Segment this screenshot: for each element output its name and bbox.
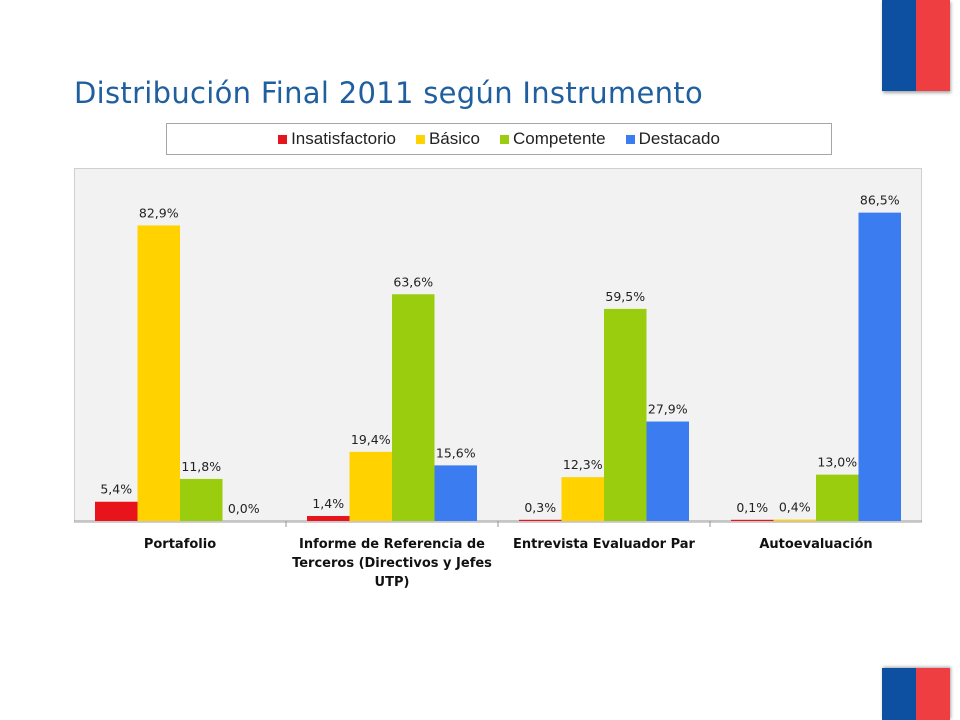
legend-label: Competente [513, 129, 606, 148]
data-label: 12,3% [563, 457, 603, 472]
legend-swatch [500, 134, 509, 144]
bar-competente [816, 474, 859, 521]
data-label: 13,0% [817, 455, 857, 470]
bar-insatisfactorio [519, 519, 562, 521]
bar-competente [180, 478, 223, 521]
x-tick-label-line: Autoevaluación [759, 537, 872, 552]
data-label: 63,6% [393, 274, 433, 289]
bar-destacado [434, 465, 477, 521]
bar-bsico [349, 451, 392, 521]
bar-competente [604, 308, 647, 521]
x-tick-label-line: Portafolio [144, 537, 216, 552]
legend-label: Destacado [638, 129, 720, 148]
x-tick-label: Informe de Referencia de Terceros (Direct… [292, 537, 492, 590]
legend-swatch [278, 134, 288, 144]
plot-area [74, 168, 922, 523]
legend-label: Insatisfactorio [291, 129, 396, 148]
x-tick-label: Autoevaluación [759, 537, 872, 552]
data-label: 59,5% [605, 289, 645, 304]
legend-swatch [625, 134, 635, 144]
data-label: 1,4% [312, 496, 344, 511]
bar-bsico [561, 477, 604, 521]
data-label: 0,4% [779, 500, 811, 515]
data-label: 27,9% [648, 402, 688, 417]
legend-item-insatisfactorio: Insatisfactorio [278, 129, 396, 149]
x-tick-label-line: UTP) [375, 575, 410, 590]
bar-insatisfactorio [95, 501, 138, 521]
data-label: 19,4% [351, 432, 391, 447]
data-label: 0,0% [228, 501, 260, 516]
bar-destacado [646, 421, 689, 521]
data-label: 86,5% [860, 193, 900, 208]
x-tick-label: Portafolio [144, 537, 216, 552]
bar-insatisfactorio [731, 519, 774, 521]
data-label: 5,4% [100, 482, 132, 497]
flag-decoration-bottom [882, 668, 950, 720]
bar-destacado [858, 212, 901, 521]
bar-competente [392, 294, 435, 521]
data-label: 0,1% [736, 500, 768, 515]
bar-bsico [773, 519, 816, 521]
x-tick-label-line: Terceros (Directivos y Jefes [292, 556, 492, 571]
flag-blue-stripe [882, 668, 916, 720]
bar-insatisfactorio [307, 516, 350, 521]
x-tick-label-line: Informe de Referencia de [299, 537, 485, 552]
x-tick-label-line: Entrevista Evaluador Par [513, 537, 695, 552]
flag-decoration-top [882, 0, 950, 91]
legend-swatch [415, 134, 425, 144]
data-label: 82,9% [139, 205, 179, 220]
flag-red-stripe [916, 668, 950, 720]
flag-blue-stripe [882, 0, 916, 91]
flag-red-stripe [916, 0, 950, 91]
bar-bsico [137, 225, 180, 522]
legend-item-basico: Básico [415, 129, 480, 149]
slide-title: Distribución Final 2011 según Instrument… [74, 76, 703, 110]
chart-legend: Insatisfactorio Básico Competente Destac… [166, 123, 832, 155]
legend-item-destacado: Destacado [625, 129, 720, 149]
x-tick-label: Entrevista Evaluador Par [513, 537, 695, 552]
data-label: 15,6% [436, 445, 476, 460]
data-label: 11,8% [181, 459, 221, 474]
legend-label: Básico [428, 129, 480, 148]
data-label: 0,3% [524, 500, 556, 515]
legend-item-competente: Competente [500, 129, 606, 149]
